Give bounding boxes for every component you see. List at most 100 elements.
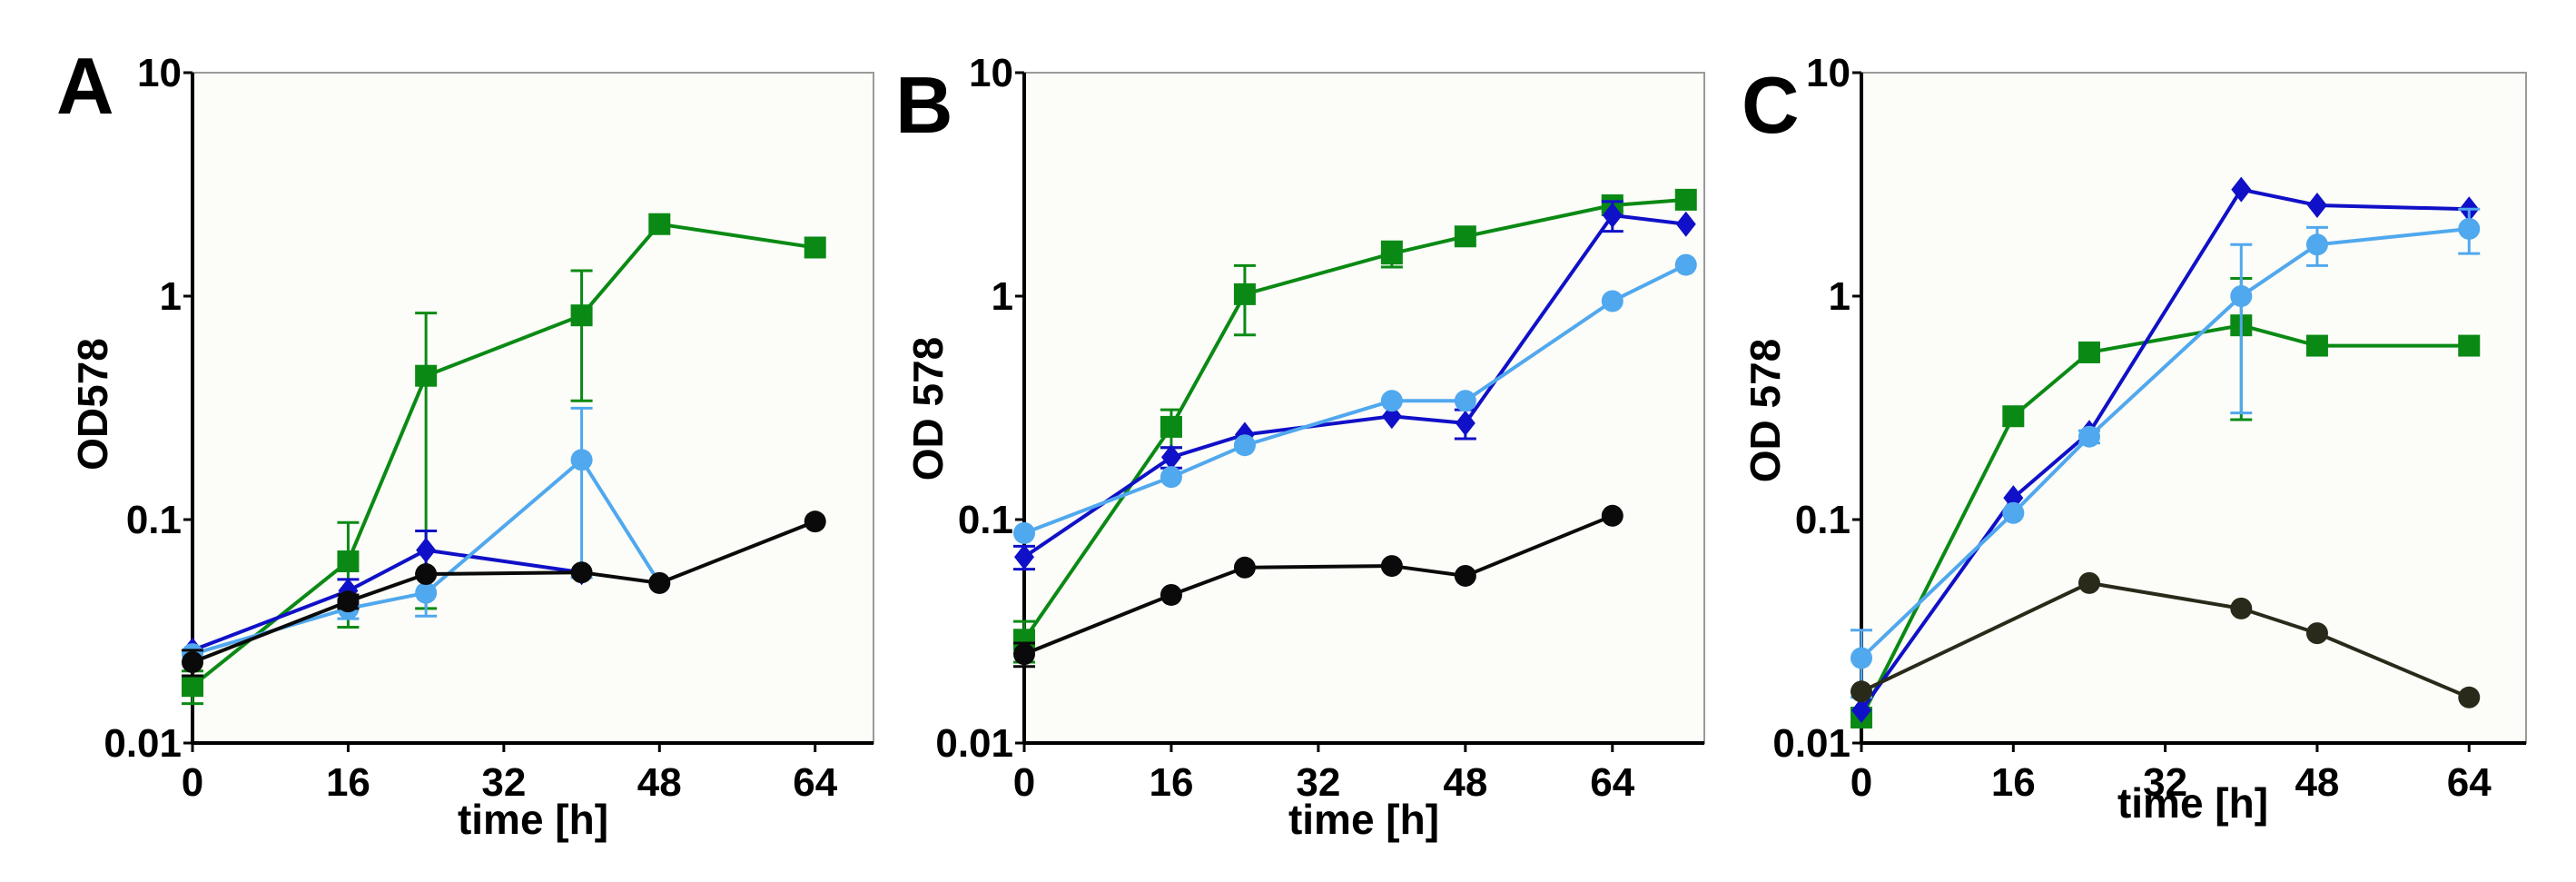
- x-tick-label: 48: [637, 760, 682, 805]
- data-point-circle: [1380, 390, 1403, 412]
- panel-c: C 0.01 0.1 1 10 0 16 32 48 64 OD 578 time [h]: [1742, 51, 2527, 827]
- y-tick-label: 1: [160, 274, 182, 319]
- data-point-circle: [570, 449, 593, 471]
- panel-a: A 0.01 0.1 1 10 0 16 32 48 64 OD578 time [h]: [56, 41, 874, 843]
- x-tick-label: 64: [1590, 760, 1634, 805]
- y-tick-label: 1: [1829, 274, 1851, 319]
- data-point-circle: [1454, 390, 1476, 412]
- series-line: [192, 548, 582, 652]
- data-point-square: [1160, 415, 1182, 438]
- y-tick-label: 0.01: [104, 721, 182, 766]
- data-point-diamond: [1014, 544, 1034, 570]
- x-tick-label: 48: [1443, 760, 1487, 805]
- data-point-circle: [1851, 647, 1872, 669]
- data-point-circle: [1601, 290, 1624, 312]
- series-line: [1860, 187, 2470, 712]
- data-point-circle: [2078, 425, 2100, 448]
- y-tick-label: 10: [1806, 51, 1851, 95]
- x-tick-label: 48: [2295, 760, 2339, 805]
- x-tick-label: 32: [1296, 760, 1340, 805]
- data-point-circle: [570, 561, 593, 584]
- data-point-square: [1454, 225, 1476, 248]
- x-tick-label: 16: [326, 760, 370, 805]
- data-point-square: [804, 236, 826, 259]
- data-point-circle: [415, 581, 438, 604]
- data-point-circle: [2230, 597, 2253, 619]
- series-black: [182, 510, 826, 678]
- y-tick-label: 0.1: [126, 498, 182, 542]
- y-tick-label: 0.1: [958, 498, 1013, 542]
- panel-b: B 0.01 0.1 1 10 0 16 32 48 64 OD 578 time [h]: [895, 51, 1705, 843]
- x-tick-label: 64: [793, 760, 837, 805]
- data-point-circle: [415, 563, 438, 586]
- data-point-diamond: [1160, 444, 1181, 471]
- data-point-circle: [182, 651, 203, 674]
- y-tick-label: 0.1: [1795, 498, 1851, 542]
- data-point-square: [648, 213, 671, 235]
- y-tick-label: 0.01: [1772, 721, 1851, 766]
- x-tick-label: 32: [481, 760, 526, 805]
- series-blue: [1013, 200, 1696, 571]
- series-lightblue: [1851, 207, 2481, 699]
- y-tick-label: 1: [992, 274, 1013, 319]
- y-tick-label: 0.01: [935, 721, 1013, 766]
- data-point-circle: [1674, 253, 1697, 276]
- series-line: [1860, 323, 2470, 718]
- data-point-square: [415, 364, 438, 387]
- data-point-circle: [2458, 217, 2481, 240]
- data-point-diamond: [1455, 410, 1476, 436]
- series-darkolive: [1851, 571, 2481, 709]
- data-point-circle: [2305, 622, 2328, 645]
- x-axis-label: time [h]: [458, 796, 608, 843]
- data-point-square: [1380, 243, 1403, 265]
- x-axis-label: time [h]: [1288, 796, 1439, 843]
- data-point-circle: [2002, 501, 2025, 524]
- data-point-square: [2078, 341, 2100, 363]
- data-point-circle: [2078, 571, 2100, 594]
- series-green: [182, 213, 826, 706]
- data-point-square: [2002, 405, 2025, 428]
- data-point-circle: [1851, 680, 1872, 703]
- data-point-circle: [2458, 686, 2481, 709]
- series-black: [1013, 504, 1624, 669]
- data-point-circle: [337, 590, 360, 613]
- panel-letter: B: [895, 60, 953, 150]
- data-point-circle: [1454, 564, 1476, 587]
- x-tick-label: 0: [1013, 760, 1035, 805]
- series-lightblue: [1013, 253, 1697, 544]
- data-point-circle: [1601, 504, 1624, 527]
- x-tick-label: 16: [1149, 760, 1193, 805]
- data-point-square: [2458, 334, 2481, 357]
- data-point-diamond: [2306, 192, 2327, 218]
- data-point-circle: [1160, 583, 1182, 606]
- y-axis-label: OD 578: [904, 337, 952, 481]
- plot-area: [192, 72, 874, 744]
- data-point-diamond: [2231, 176, 2252, 203]
- data-point-diamond: [1675, 211, 1696, 237]
- panel-letter: A: [56, 41, 114, 131]
- data-point-square: [2305, 334, 2328, 357]
- data-point-circle: [1233, 434, 1256, 457]
- data-point-square: [570, 304, 593, 327]
- data-point-circle: [1013, 521, 1035, 544]
- data-point-circle: [2305, 233, 2328, 256]
- y-tick-label: 10: [969, 51, 1013, 95]
- data-point-circle: [1233, 556, 1256, 579]
- data-point-circle: [1160, 466, 1182, 489]
- y-axis-label: OD578: [69, 338, 116, 471]
- y-axis-label: OD 578: [1742, 339, 1789, 483]
- y-tick-label: 10: [137, 51, 182, 95]
- series-line: [1023, 513, 1614, 656]
- data-point-diamond: [416, 537, 437, 563]
- data-point-square: [1233, 282, 1256, 305]
- data-point-diamond: [1602, 203, 1623, 229]
- data-point-circle: [648, 571, 671, 594]
- x-tick-label: 0: [1851, 760, 1872, 805]
- x-tick-label: 0: [182, 760, 203, 805]
- x-tick-label: 16: [1991, 760, 2036, 805]
- data-point-circle: [1013, 643, 1035, 666]
- data-point-diamond: [1851, 698, 1871, 724]
- data-point-circle: [804, 510, 826, 533]
- x-axis-label: time [h]: [2117, 779, 2268, 827]
